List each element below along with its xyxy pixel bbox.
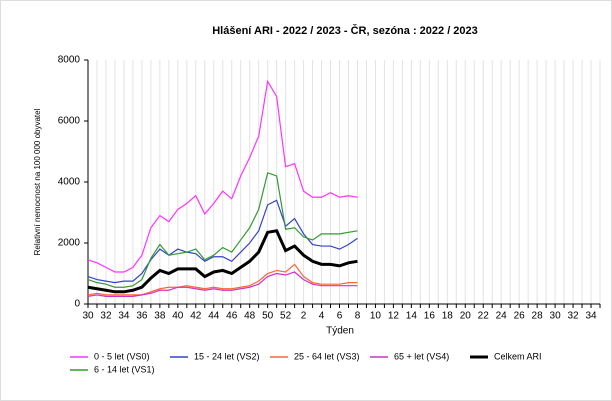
series-line	[87, 263, 358, 296]
y-tick-label: 2000	[58, 238, 81, 249]
x-tick-label: 10	[370, 311, 382, 322]
series-line	[87, 271, 358, 297]
x-axis-label: Týden	[326, 326, 354, 337]
x-tick-label: 40	[172, 311, 184, 322]
y-tick-label: 4000	[58, 177, 81, 188]
x-tick-label: 32	[567, 311, 579, 322]
x-tick-label: 20	[460, 311, 472, 322]
legend-label: 6 - 14 let (VS1)	[94, 364, 155, 374]
series-line	[87, 229, 358, 294]
x-tick-label: 32	[100, 311, 112, 322]
series-line	[87, 199, 358, 284]
series-line	[87, 172, 358, 288]
x-tick-label: 28	[532, 311, 544, 322]
legend-label: 25 - 64 let (VS3)	[294, 351, 360, 361]
x-tick-label: 8	[355, 311, 361, 322]
legend-label: Celkem ARI	[494, 351, 542, 361]
x-tick-label: 24	[496, 311, 508, 322]
y-tick-label: 0	[74, 299, 80, 310]
x-tick-label: 42	[190, 311, 202, 322]
y-axis-label: Relativní nemocnost na 100 000 obyvatel	[33, 108, 42, 255]
x-tick-label: 16	[424, 311, 436, 322]
x-tick-label: 46	[226, 311, 238, 322]
x-tick-label: 26	[514, 311, 526, 322]
x-tick-label: 48	[244, 311, 256, 322]
y-tick-label: 6000	[58, 116, 81, 127]
x-tick-label: 52	[280, 311, 292, 322]
x-tick-label: 38	[154, 311, 166, 322]
legend-label: 15 - 24 let (VS2)	[194, 351, 260, 361]
legend-label: 0 - 5 let (VS0)	[94, 351, 150, 361]
x-tick-label: 12	[388, 311, 400, 322]
x-tick-label: 18	[442, 311, 454, 322]
x-tick-label: 44	[208, 311, 220, 322]
x-tick-label: 34	[585, 311, 597, 322]
chart-title: Hlášení ARI - 2022 / 2023 - ČR, sezóna :…	[212, 24, 478, 37]
x-tick-label: 30	[550, 311, 562, 322]
x-tick-label: 34	[118, 311, 130, 322]
series-line	[87, 79, 358, 273]
x-tick-label: 2	[301, 311, 307, 322]
legend-label: 65 + let (VS4)	[394, 351, 449, 361]
x-tick-label: 22	[478, 311, 490, 322]
x-tick-label: 36	[136, 311, 148, 322]
x-tick-label: 30	[82, 311, 94, 322]
x-tick-label: 6	[337, 311, 343, 322]
x-tick-label: 14	[406, 311, 418, 322]
y-tick-label: 8000	[58, 55, 81, 66]
x-tick-label: 50	[262, 311, 274, 322]
x-tick-label: 4	[319, 311, 325, 322]
